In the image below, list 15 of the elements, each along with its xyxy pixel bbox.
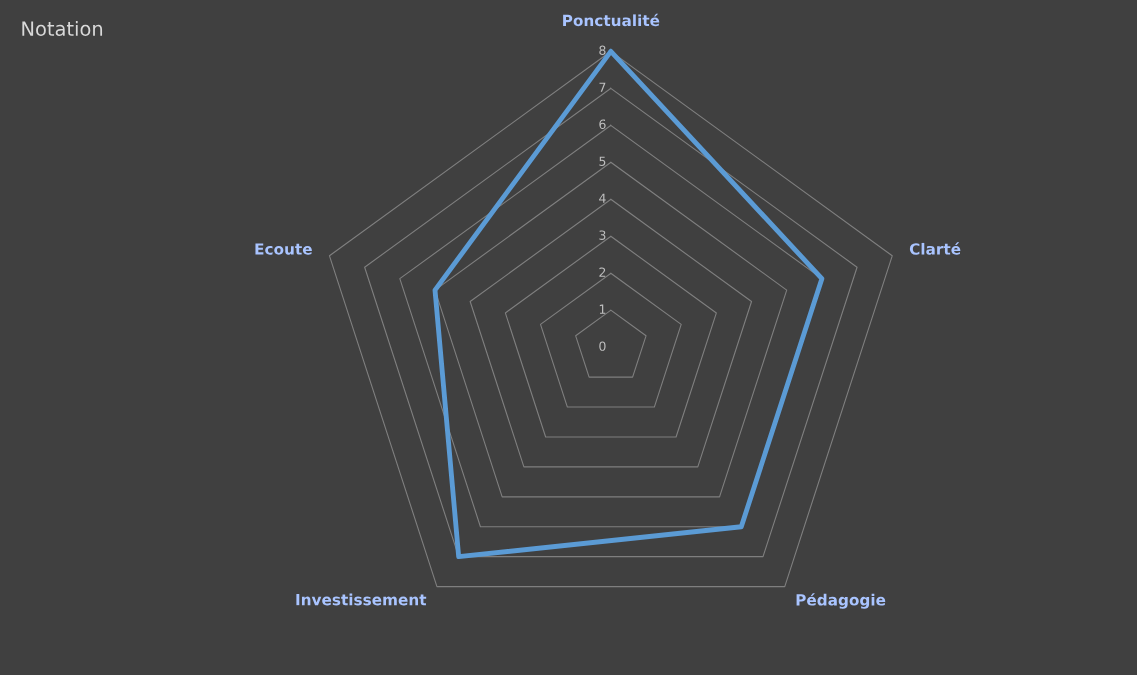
y-tick-label: 7 [599,82,606,92]
spoke-label: Ecoute [255,243,312,255]
spoke-label: Investissement [296,593,427,606]
text: Notation [22,20,103,37]
y-tick-label: 1 [599,304,606,314]
spoke-label: Ponctualité [563,13,660,27]
y-tick-label: 6 [599,119,606,129]
y-tick-label: 3 [599,230,606,240]
spoke-label: Clarté [909,242,961,255]
y-tick-label: 8 [599,45,606,55]
spoke-label: Pédagogie [796,593,886,609]
y-tick-label: 0 [599,341,606,351]
y-tick-label: 5 [599,156,606,166]
y-tick-label: 4 [599,193,606,203]
y-tick-label: 2 [599,267,606,277]
